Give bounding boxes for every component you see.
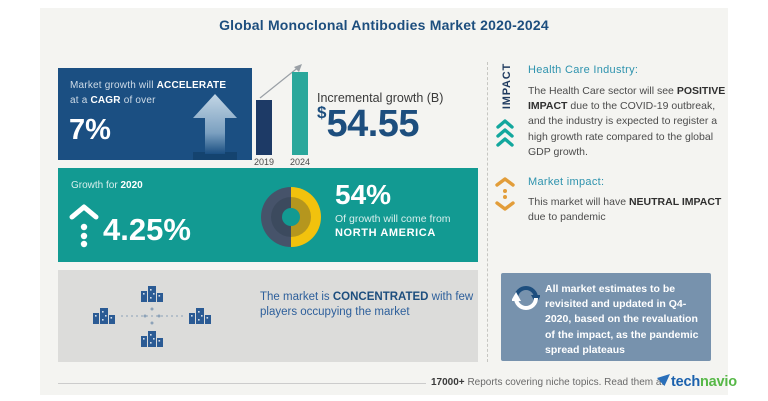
cagr-line2-bold: CAGR [90,95,121,106]
health-body-pre: The Health Care sector will see [528,85,677,97]
growth-up-icon [69,204,99,248]
footer-divider [58,383,426,384]
cagr-line2-post: of over [120,95,156,106]
market-body-pre: This market will have [528,196,629,208]
cagr-box: Market growth will ACCELERATE at a CAGR … [58,68,252,160]
footer-text: 17000+ Reports covering niche topics. Re… [431,377,664,388]
estimates-box: All market estimates to be revisited and… [501,273,711,361]
logo-navio: navio [700,374,737,390]
neutral-impact-icon [495,177,515,211]
north-america-share: 54% [335,179,392,210]
cagr-line1: Market growth will ACCELERATE [70,80,226,91]
incremental-growth-label: Incremental growth (B) [317,91,444,105]
refresh-icon [512,286,540,310]
north-america-caption: Of growth will come from [335,213,451,225]
growth-2020-label: Growth for 2020 [71,180,143,191]
market-body-post: due to pandemic [528,211,606,224]
cagr-line1-bold: ACCELERATE [156,80,227,91]
trend-arrow-icon [259,64,302,99]
health-care-body: The Health Care sector will see POSITIVE… [528,84,728,160]
growth-2020-box: Growth for 2020 4.25% 54% Of growth will… [58,168,478,262]
estimates-note: All market estimates to be revisited and… [545,283,699,356]
concentration-bold: CONCENTRATED [332,291,429,303]
bar-2024 [292,72,308,155]
market-body-bold: NEUTRAL IMPACT [628,196,722,208]
footer-count: 17000+ [431,377,465,388]
concentration-post: with few players occupying the market [260,291,474,319]
incremental-growth-value: $54.55 [317,103,420,146]
cagr-line1-text: Market growth will [70,80,157,91]
technavio-logo: technavio [657,374,737,390]
cagr-line2: at a CAGR of over [70,95,156,106]
growth-label-text: Growth for [71,180,121,191]
incremental-amount: 54.55 [326,103,420,145]
buildings-cluster-icon [93,286,211,347]
bar-2019 [256,100,272,155]
up-arrow-icon [193,94,237,160]
market-impact-body: This market will have NEUTRAL IMPACT due… [528,195,738,225]
health-body-post: due to the COVID-19 outbreak, and the in… [528,100,718,158]
donut-hole [282,208,300,226]
footer-caption: Reports covering niche topics. Read them… [467,377,665,388]
impact-vertical-label: IMPACT [501,62,513,110]
bar-label-2024: 2024 [289,157,311,167]
bar-label-2019: 2019 [253,157,275,167]
vertical-divider [487,62,488,362]
page-title: Global Monoclonal Antibodies Market 2020… [219,17,549,33]
growth-2020-value: 4.25% [103,212,191,247]
market-impact-heading: Market impact: [528,176,605,188]
concentration-pre: The market is [260,291,333,303]
north-america-name: NORTH AMERICA [335,227,436,239]
health-body-bold: POSITIVE IMPACT [528,85,726,113]
triple-chevron-up-icon [496,119,514,147]
growth-label-year: 2020 [120,180,143,191]
logo-tech: tech [671,374,701,390]
health-care-heading: Health Care Industry: [528,64,639,76]
concentration-box: The market is CONCENTRATED with few play… [58,270,478,362]
donut-chart [261,187,321,247]
cagr-line2-text: at a [70,95,91,106]
currency-sign: $ [317,103,327,122]
technavio-mark-icon [657,374,670,386]
cagr-value: 7% [69,114,111,146]
concentration-text: The market is CONCENTRATED with few play… [260,290,475,320]
